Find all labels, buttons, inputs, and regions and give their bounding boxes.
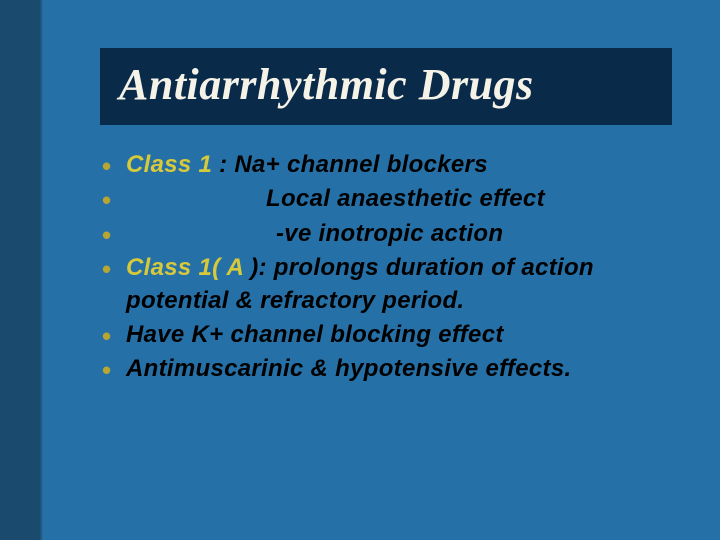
content-area: Class 1 : Na+ channel blockers Local ana… [72, 125, 720, 386]
highlight-text: Class 1 [126, 151, 212, 178]
main-area: Antiarrhythmic Drugs Class 1 : Na+ chann… [72, 0, 720, 540]
list-item: -ve inotropic action [98, 218, 680, 250]
list-item: Class 1 : Na+ channel blockers [98, 149, 680, 181]
list-item: Antimuscarinic & hypotensive effects. [98, 353, 680, 385]
list-item: Class 1( A ): prolongs duration of actio… [98, 252, 680, 317]
bullet-list: Class 1 : Na+ channel blockers Local ana… [98, 149, 680, 386]
bullet-text: Have K+ channel blocking effect [126, 321, 504, 348]
left-accent-bar [0, 0, 72, 540]
bullet-text: -ve inotropic action [276, 220, 503, 247]
slide: Antiarrhythmic Drugs Class 1 : Na+ chann… [0, 0, 720, 540]
bullet-text: Local anaesthetic effect [266, 185, 545, 212]
highlight-text: Class 1( A [126, 254, 243, 281]
list-item: Have K+ channel blocking effect [98, 319, 680, 351]
slide-title: Antiarrhythmic Drugs [119, 59, 653, 110]
title-box: Antiarrhythmic Drugs [100, 48, 672, 125]
list-item: Local anaesthetic effect [98, 183, 680, 215]
bullet-text: Antimuscarinic & hypotensive effects. [126, 355, 571, 382]
bullet-text: : Na+ channel blockers [212, 151, 488, 178]
